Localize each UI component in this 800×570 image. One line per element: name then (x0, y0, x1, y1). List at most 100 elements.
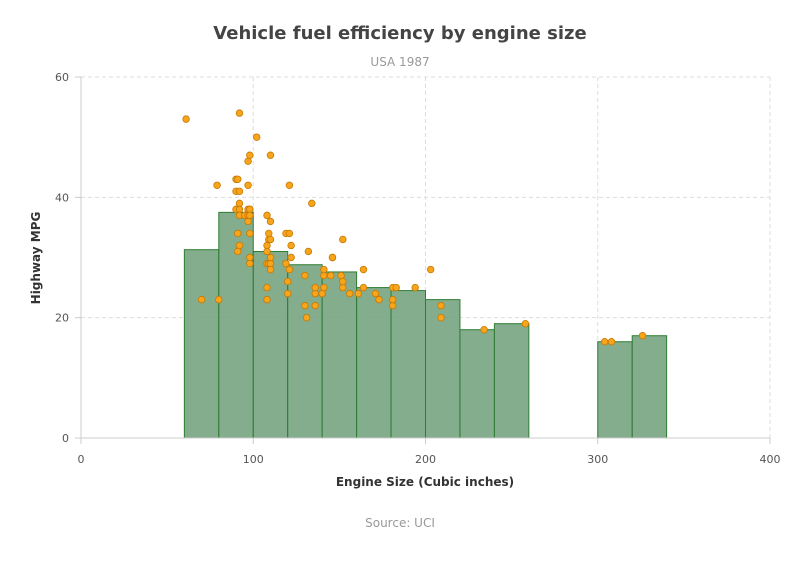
scatter-point (282, 259, 290, 268)
scatter-point (327, 271, 335, 280)
scatter-point (311, 283, 319, 292)
scatter-point (266, 259, 275, 268)
histogram-bar (252, 250, 289, 439)
scatter-point (266, 235, 275, 244)
scatter-point (480, 326, 488, 334)
scatter-point (320, 271, 328, 280)
scatter-point (263, 247, 271, 256)
x-tick-label: 100 (243, 453, 264, 466)
scatter-point (311, 301, 319, 310)
scatter-point (244, 181, 252, 189)
scatter-point (246, 259, 254, 268)
scatter-point (252, 133, 261, 141)
histogram-bar (183, 249, 220, 439)
scatter-point (389, 295, 397, 304)
scatter-point (246, 229, 254, 238)
scatter-point (308, 199, 316, 208)
chart-credit: Source: UCI (365, 516, 435, 530)
scatter-point (285, 229, 294, 238)
scatter-point (285, 181, 294, 189)
scatter-point (311, 289, 319, 298)
scatter-point (437, 301, 445, 310)
scatter-point (234, 175, 242, 183)
scatter-point (320, 265, 328, 274)
scatter-point (234, 247, 242, 256)
histogram-bar (390, 290, 426, 439)
scatter-point (213, 181, 221, 189)
scatter-point (285, 265, 294, 274)
scatter-point (246, 253, 254, 262)
chart-subtitle: USA 1987 (370, 55, 429, 69)
histogram-bar (321, 271, 358, 439)
y-tick-label: 20 (55, 312, 69, 325)
x-tick-label: 300 (587, 453, 608, 466)
y-tick-label: 0 (62, 432, 69, 445)
scatter-point (301, 271, 309, 280)
scatter-point (371, 289, 380, 298)
scatter-point (263, 295, 271, 304)
chart-title: Vehicle fuel efficiency by engine size (213, 23, 586, 44)
points-layer (182, 109, 647, 346)
scatter-point (359, 283, 368, 292)
scatter-point (328, 253, 337, 262)
scatter-point (287, 253, 295, 262)
scatter-point (235, 199, 244, 208)
y-axis-title: Highway MPG (29, 212, 43, 305)
x-tick-label: 0 (78, 453, 85, 466)
scatter-point (246, 151, 254, 159)
scatter-point (339, 277, 347, 286)
scatter-point (339, 283, 347, 292)
scatter-point (263, 241, 271, 250)
scatter-point (346, 289, 354, 298)
scatter-point (182, 115, 190, 123)
scatter-point (234, 229, 242, 238)
scatter-point (197, 295, 206, 304)
scatter-point (607, 338, 616, 346)
scatter-point (354, 289, 363, 298)
scatter-point (284, 277, 292, 286)
scatter-point (215, 295, 223, 304)
scatter-point (266, 217, 275, 226)
scatter-point (337, 271, 345, 280)
scatter-point (392, 283, 400, 292)
y-tick-label: 40 (55, 191, 69, 204)
scatter-point (426, 265, 435, 274)
scatter-point (246, 211, 254, 220)
histogram-bar (493, 323, 530, 439)
x-axis-title: Engine Size (Cubic inches) (336, 475, 514, 489)
scatter-point (244, 217, 252, 226)
scatter-point (266, 265, 275, 274)
histogram-bar (356, 287, 392, 439)
scatter-point (304, 247, 313, 256)
scatter-point (263, 283, 271, 292)
axes-layer: 0 100 200 300 400 0 20 40 60 (55, 71, 781, 466)
scatter-point (318, 289, 326, 298)
scatter-point (302, 313, 311, 322)
scatter-point (521, 319, 530, 328)
x-tick-label: 400 (760, 453, 781, 466)
scatter-point (263, 211, 271, 220)
scatter-point (359, 265, 368, 274)
scatter-point (389, 301, 397, 310)
scatter-point (246, 205, 254, 214)
scatter-point (411, 283, 419, 292)
scatter-point (235, 205, 244, 214)
scatter-point (235, 109, 244, 117)
scatter-point (266, 253, 275, 262)
scatter-point (339, 235, 347, 244)
scatter-point (301, 301, 309, 310)
y-tick-label: 60 (55, 71, 69, 84)
scatter-point (320, 283, 328, 292)
scatter-point (437, 313, 445, 322)
scatter-point (600, 338, 609, 346)
scatter-point (375, 295, 383, 304)
scatter-point (265, 229, 273, 238)
histogram-bar (597, 341, 633, 439)
scatter-point (235, 187, 244, 196)
scatter-point (266, 151, 275, 159)
histogram-bar (631, 335, 668, 439)
x-tick-label: 200 (415, 453, 436, 466)
scatter-point (638, 332, 647, 340)
